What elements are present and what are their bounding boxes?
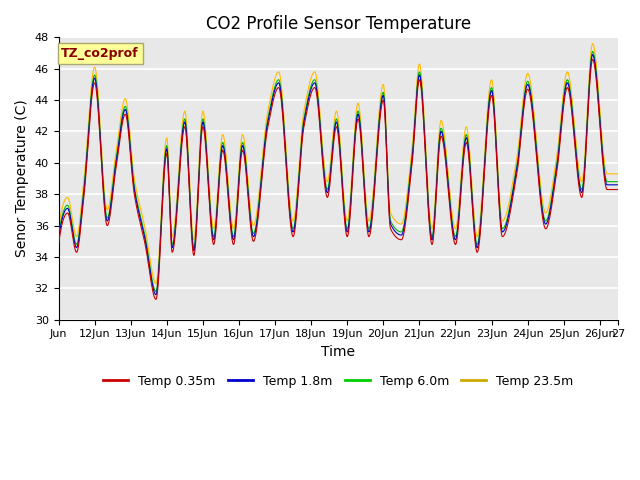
Y-axis label: Senor Temperature (C): Senor Temperature (C) xyxy=(15,100,29,257)
Title: CO2 Profile Sensor Temperature: CO2 Profile Sensor Temperature xyxy=(205,15,471,33)
X-axis label: Time: Time xyxy=(321,345,355,359)
Legend: Temp 0.35m, Temp 1.8m, Temp 6.0m, Temp 23.5m: Temp 0.35m, Temp 1.8m, Temp 6.0m, Temp 2… xyxy=(98,370,579,393)
Text: TZ_co2prof: TZ_co2prof xyxy=(61,47,139,60)
